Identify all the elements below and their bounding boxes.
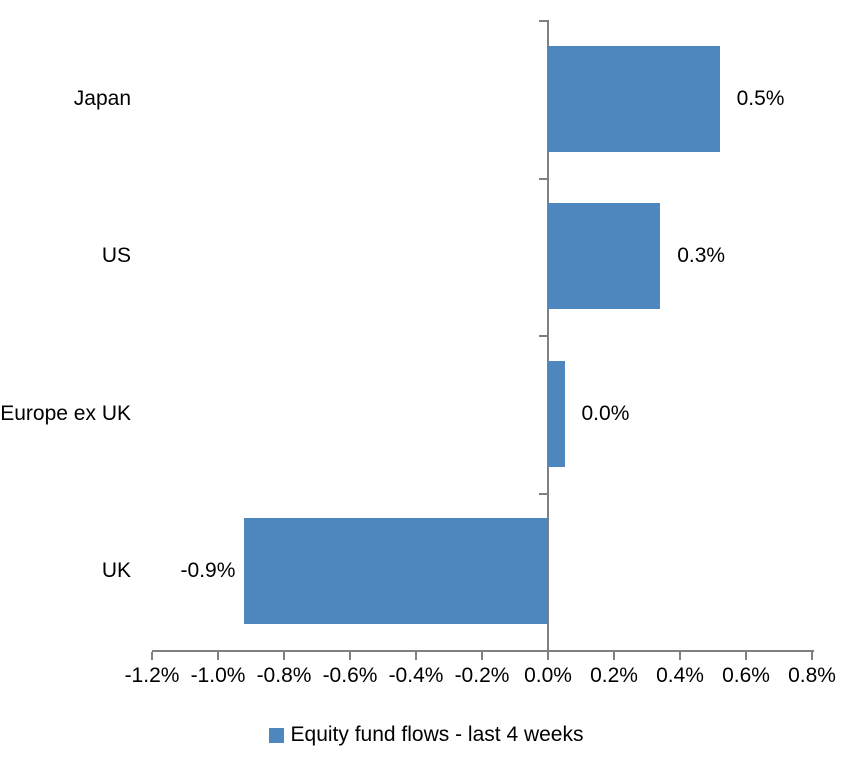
x-axis-tick bbox=[415, 652, 417, 660]
value-label: 0.0% bbox=[581, 401, 630, 425]
bar-uk bbox=[244, 518, 548, 625]
x-axis-tick bbox=[613, 652, 615, 660]
y-axis-tick bbox=[539, 20, 547, 22]
legend-label: Equity fund flows - last 4 weeks bbox=[290, 723, 584, 746]
y-axis-tick bbox=[539, 335, 547, 337]
x-axis-tick bbox=[349, 652, 351, 660]
x-tick-label: -0.2% bbox=[454, 664, 510, 687]
y-axis-tick bbox=[539, 177, 547, 180]
category-label: Japan bbox=[73, 86, 131, 110]
category-label: US bbox=[101, 244, 131, 268]
x-tick-label: 0.6% bbox=[722, 664, 770, 687]
x-axis-tick bbox=[547, 652, 549, 660]
x-axis-tick bbox=[217, 652, 219, 660]
value-label: 0.5% bbox=[736, 86, 785, 110]
x-axis-tick bbox=[151, 652, 153, 660]
x-tick-label: 0.8% bbox=[788, 664, 836, 687]
bar-europe-ex-uk bbox=[548, 360, 565, 467]
legend: Equity fund flows - last 4 weeks bbox=[0, 722, 852, 748]
x-tick-label: -0.6% bbox=[322, 664, 378, 687]
bar-us bbox=[548, 203, 661, 310]
x-axis-tick bbox=[811, 652, 813, 660]
x-tick-label: 0.2% bbox=[590, 664, 638, 687]
x-axis-line bbox=[152, 650, 814, 652]
x-axis-tick bbox=[679, 652, 681, 660]
x-tick-label: 0.0% bbox=[524, 664, 572, 687]
legend-square-marker bbox=[268, 727, 284, 743]
x-axis-tick bbox=[745, 652, 747, 660]
category-label: Europe ex UK bbox=[0, 401, 131, 425]
x-tick-label: -0.8% bbox=[256, 664, 312, 687]
y-axis-tick bbox=[539, 492, 547, 495]
value-label: 0.3% bbox=[677, 244, 726, 268]
x-tick-label: -1.0% bbox=[190, 664, 246, 687]
x-tick-label: -0.4% bbox=[388, 664, 444, 687]
x-axis-tick bbox=[283, 652, 285, 660]
x-tick-label: -1.2% bbox=[124, 664, 180, 687]
category-label: UK bbox=[101, 559, 131, 583]
bar-japan bbox=[548, 45, 720, 152]
x-axis-tick bbox=[481, 652, 483, 660]
value-label: -0.9% bbox=[180, 559, 236, 583]
y-axis-line bbox=[547, 20, 549, 658]
y-axis-tick bbox=[539, 650, 547, 652]
x-tick-label: 0.4% bbox=[656, 664, 704, 687]
